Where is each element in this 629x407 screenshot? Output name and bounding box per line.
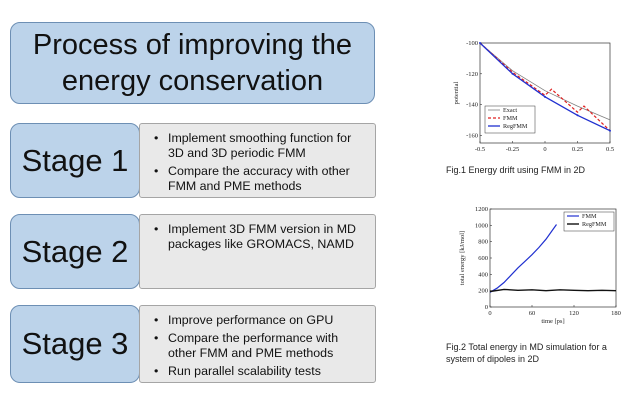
y-tick-label: 1000 — [475, 222, 488, 229]
y-tick-label: 1200 — [475, 206, 488, 213]
y-tick-label: -100 — [466, 40, 478, 47]
fig2-caption: Fig.2 Total energy in MD simulation for … — [446, 342, 607, 364]
y-tick-label: 200 — [478, 288, 488, 295]
y-tick-label: 400 — [478, 271, 488, 278]
total-energy-chart: 0 60 120 180 0 200 400 600 800 1000 1200 total ener… — [459, 206, 621, 325]
y-axis-label: total energy [kJ/mol] — [459, 231, 466, 285]
x-tick-label: -0.25 — [506, 146, 520, 153]
y-axis-label: potential — [453, 81, 460, 104]
stage-2-item: Implement 3D FMM version in MD packages … — [154, 222, 369, 252]
series-line-regfmm — [489, 288, 617, 293]
legend-label: FMM — [503, 115, 518, 122]
y-tick-label: 800 — [478, 239, 488, 246]
energy-drift-chart: -0.5 -0.25 0 0.25 0.5 -100 -120 -140 -160 potenti… — [453, 40, 614, 153]
x-tick-label: 60 — [529, 310, 536, 317]
stage-2-details: Implement 3D FMM version in MD packages … — [139, 214, 376, 289]
x-tick-label: 120 — [569, 310, 579, 317]
y-tick-label: 600 — [478, 255, 488, 262]
data-point — [609, 129, 611, 132]
stage-1-item: Compare the accuracy with other FMM and … — [154, 164, 369, 194]
series-line-fmm — [479, 42, 611, 132]
legend-label: Exact — [503, 107, 517, 114]
legend-label: RegFMM — [582, 221, 607, 228]
stage-3-label: Stage 3 — [21, 326, 129, 361]
stage-3-item: Improve performance on GPU — [154, 313, 369, 328]
x-tick-label: 0.25 — [572, 146, 583, 153]
x-tick-label: -0.5 — [475, 146, 485, 153]
stage-3-box: Stage 3 — [10, 305, 140, 383]
series-line-fmm — [489, 224, 557, 293]
x-tick-label: 0 — [543, 146, 546, 153]
stage-1-item: Implement smoothing function for 3D and … — [154, 131, 369, 161]
stage-2-label: Stage 2 — [21, 233, 129, 269]
data-point — [544, 95, 546, 98]
y-tick-label: -160 — [466, 132, 478, 139]
stage-1-details: Implement smoothing function for 3D and … — [139, 123, 376, 198]
stage-3-item: Run parallel scalability tests — [154, 364, 369, 379]
data-point — [576, 114, 579, 117]
legend-label: FMM — [582, 213, 597, 220]
y-tick-label: -120 — [466, 71, 478, 78]
x-tick-label: 180 — [611, 310, 621, 317]
title-box: Process of improving the energy conserva… — [10, 22, 375, 104]
stage-3-item: Compare the performance with other FMM a… — [154, 331, 369, 361]
page-title: Process of improving the energy conserva… — [32, 29, 353, 97]
fig1-caption: Fig.1 Energy drift using FMM in 2D — [446, 165, 586, 175]
stage-2-box: Stage 2 — [10, 214, 140, 289]
stage-1-label: Stage 1 — [21, 142, 129, 178]
stage-3-details: Improve performance on GPU Compare the p… — [139, 305, 376, 383]
x-axis-label: time [ps] — [541, 318, 564, 325]
y-tick-label: 0 — [485, 304, 488, 311]
legend-box — [563, 211, 615, 232]
data-point — [511, 72, 514, 75]
x-tick-label: 0 — [488, 310, 491, 317]
data-point — [479, 42, 481, 44]
stage-1-box: Stage 1 — [10, 123, 140, 198]
legend-box — [484, 105, 536, 134]
y-tick-label: -140 — [466, 102, 478, 109]
legend-label: RegFMM — [503, 123, 528, 130]
x-tick-label: 0.5 — [606, 146, 614, 153]
